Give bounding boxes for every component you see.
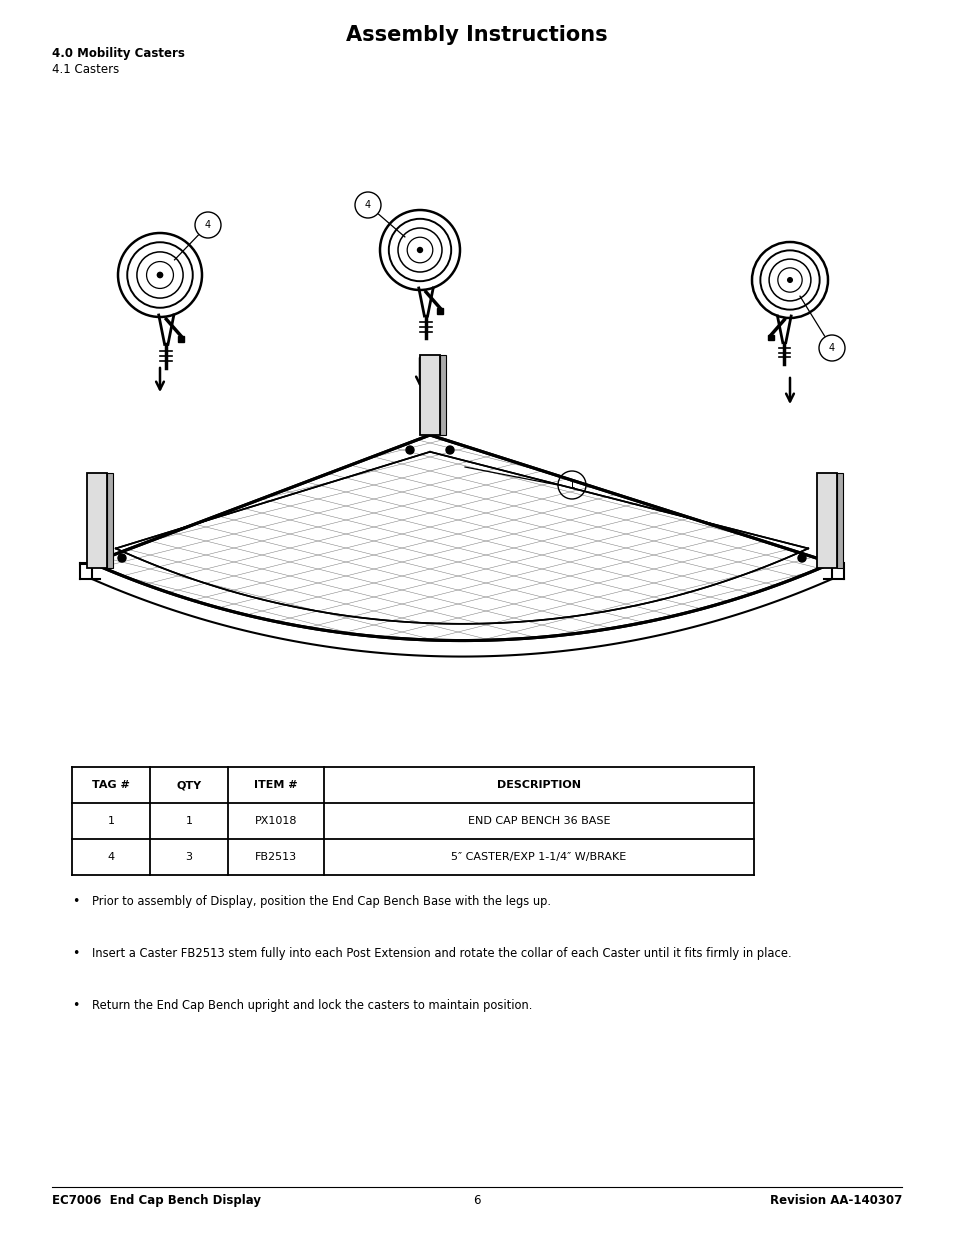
Text: Insert a Caster FB2513 stem fully into each Post Extension and rotate the collar: Insert a Caster FB2513 stem fully into e… bbox=[91, 947, 791, 960]
Text: PX1018: PX1018 bbox=[254, 816, 297, 826]
Text: QTY: QTY bbox=[176, 781, 201, 790]
Text: 1: 1 bbox=[568, 480, 575, 490]
Text: 4: 4 bbox=[828, 343, 834, 353]
Text: FB2513: FB2513 bbox=[254, 852, 296, 862]
Bar bbox=[767, 335, 773, 341]
Text: END CAP BENCH 36 BASE: END CAP BENCH 36 BASE bbox=[467, 816, 610, 826]
Bar bbox=[439, 354, 446, 435]
Circle shape bbox=[786, 277, 792, 283]
Text: Assembly Instructions: Assembly Instructions bbox=[346, 25, 607, 44]
Bar bbox=[436, 308, 443, 314]
Bar bbox=[87, 473, 107, 568]
Text: •: • bbox=[71, 947, 79, 960]
Text: •: • bbox=[71, 895, 79, 908]
Text: 1: 1 bbox=[185, 816, 193, 826]
Circle shape bbox=[797, 555, 805, 562]
Text: 1: 1 bbox=[108, 816, 114, 826]
Bar bbox=[419, 354, 439, 435]
Text: 6: 6 bbox=[473, 1194, 480, 1207]
Text: Prior to assembly of Display, position the End Cap Bench Base with the legs up.: Prior to assembly of Display, position t… bbox=[91, 895, 551, 908]
Text: Return the End Cap Bench upright and lock the casters to maintain position.: Return the End Cap Bench upright and loc… bbox=[91, 999, 532, 1011]
Text: 5″ CASTER/EXP 1-1/4″ W/BRAKE: 5″ CASTER/EXP 1-1/4″ W/BRAKE bbox=[451, 852, 626, 862]
Circle shape bbox=[156, 272, 163, 278]
Bar bbox=[816, 473, 836, 568]
Text: 4.0 Mobility Casters: 4.0 Mobility Casters bbox=[52, 47, 185, 61]
Circle shape bbox=[446, 446, 454, 454]
Text: 3: 3 bbox=[185, 852, 193, 862]
Text: 4.1 Casters: 4.1 Casters bbox=[52, 63, 119, 77]
Circle shape bbox=[118, 555, 126, 562]
Text: DESCRIPTION: DESCRIPTION bbox=[497, 781, 580, 790]
Bar bbox=[836, 473, 842, 568]
Text: 4: 4 bbox=[365, 200, 371, 210]
Polygon shape bbox=[91, 435, 831, 641]
Text: EC7006  End Cap Bench Display: EC7006 End Cap Bench Display bbox=[52, 1194, 261, 1207]
Text: 4: 4 bbox=[108, 852, 114, 862]
Circle shape bbox=[406, 446, 414, 454]
Text: TAG #: TAG # bbox=[92, 781, 130, 790]
Circle shape bbox=[416, 247, 423, 253]
Bar bbox=[177, 336, 184, 342]
Text: 4: 4 bbox=[205, 220, 211, 230]
Text: ITEM #: ITEM # bbox=[253, 781, 297, 790]
Text: Revision AA-140307: Revision AA-140307 bbox=[769, 1194, 901, 1207]
Text: •: • bbox=[71, 999, 79, 1011]
Bar bbox=[107, 473, 112, 568]
